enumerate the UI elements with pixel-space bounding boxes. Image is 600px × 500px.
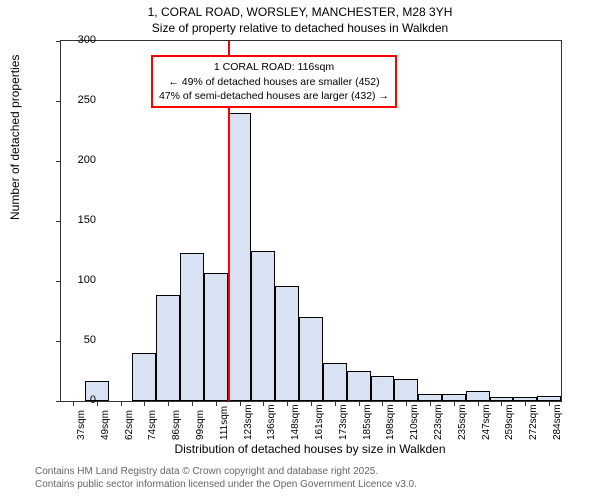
x-tick-label: 235sqm xyxy=(457,404,468,440)
x-tick-label: 62sqm xyxy=(124,410,135,440)
x-tick-mark xyxy=(97,401,98,406)
y-tick-label: 100 xyxy=(61,274,96,286)
y-tick-label: 250 xyxy=(61,94,96,106)
x-tick-label: 123sqm xyxy=(243,404,254,440)
x-tick-label: 173sqm xyxy=(338,404,349,440)
footer-attribution: Contains HM Land Registry data © Crown c… xyxy=(35,465,417,491)
histogram-bar xyxy=(466,391,490,401)
x-tick-mark xyxy=(144,401,145,406)
x-tick-label: 99sqm xyxy=(195,410,206,440)
title-line1: 1, CORAL ROAD, WORSLEY, MANCHESTER, M28 … xyxy=(0,5,600,21)
histogram-bar xyxy=(180,253,204,401)
x-tick-mark xyxy=(478,401,479,406)
footer-line2: Contains public sector information licen… xyxy=(35,478,417,491)
y-tick-label: 0 xyxy=(61,394,96,406)
y-tick-label: 150 xyxy=(61,214,96,226)
x-tick-mark xyxy=(335,401,336,406)
x-tick-mark xyxy=(263,401,264,406)
x-tick-mark xyxy=(454,401,455,406)
y-tick-label: 200 xyxy=(61,154,96,166)
histogram-bar xyxy=(394,379,418,401)
annotation-box: 1 CORAL ROAD: 116sqm ← 49% of detached h… xyxy=(151,55,397,108)
x-tick-mark xyxy=(216,401,217,406)
y-tick-label: 50 xyxy=(61,334,96,346)
x-tick-mark xyxy=(311,401,312,406)
x-tick-mark xyxy=(121,401,122,406)
x-tick-label: 272sqm xyxy=(528,404,539,440)
x-tick-label: 210sqm xyxy=(409,404,420,440)
x-tick-label: 247sqm xyxy=(481,404,492,440)
x-tick-label: 185sqm xyxy=(362,404,373,440)
x-tick-label: 259sqm xyxy=(504,404,515,440)
x-tick-mark xyxy=(168,401,169,406)
x-tick-label: 198sqm xyxy=(385,404,396,440)
x-tick-label: 37sqm xyxy=(76,410,87,440)
histogram-bar xyxy=(204,273,228,401)
x-axis-label: Distribution of detached houses by size … xyxy=(60,442,560,456)
histogram-bar xyxy=(299,317,323,401)
histogram-bar xyxy=(275,286,299,401)
x-tick-label: 223sqm xyxy=(433,404,444,440)
footer-line1: Contains HM Land Registry data © Crown c… xyxy=(35,465,417,478)
annotation-line1: 1 CORAL ROAD: 116sqm xyxy=(159,60,389,74)
x-tick-label: 161sqm xyxy=(314,404,325,440)
x-tick-mark xyxy=(525,401,526,406)
histogram-bar xyxy=(156,295,180,401)
x-tick-mark xyxy=(501,401,502,406)
x-tick-label: 148sqm xyxy=(290,404,301,440)
x-tick-label: 74sqm xyxy=(147,410,158,440)
plot-area: 1 CORAL ROAD: 116sqm ← 49% of detached h… xyxy=(60,40,562,402)
histogram-bar xyxy=(371,376,395,401)
histogram-bar xyxy=(132,353,156,401)
x-tick-mark xyxy=(382,401,383,406)
histogram-bar xyxy=(347,371,371,401)
x-tick-label: 284sqm xyxy=(552,404,563,440)
x-tick-mark xyxy=(240,401,241,406)
histogram-bar xyxy=(251,251,275,401)
x-tick-mark xyxy=(549,401,550,406)
annotation-line3: 47% of semi-detached houses are larger (… xyxy=(159,89,389,103)
chart-title: 1, CORAL ROAD, WORSLEY, MANCHESTER, M28 … xyxy=(0,5,600,36)
x-tick-mark xyxy=(359,401,360,406)
x-tick-mark xyxy=(192,401,193,406)
y-tick-label: 300 xyxy=(61,34,96,46)
x-tick-label: 49sqm xyxy=(100,410,111,440)
x-tick-mark xyxy=(406,401,407,406)
histogram-bar xyxy=(418,394,442,401)
x-tick-mark xyxy=(430,401,431,406)
annotation-line2: ← 49% of detached houses are smaller (45… xyxy=(159,75,389,89)
x-tick-label: 136sqm xyxy=(266,404,277,440)
x-tick-label: 86sqm xyxy=(171,410,182,440)
x-tick-mark xyxy=(287,401,288,406)
histogram-bar xyxy=(442,394,466,401)
x-tick-label: 111sqm xyxy=(219,406,230,440)
histogram-bar xyxy=(323,363,347,401)
histogram-bar xyxy=(228,113,252,401)
y-axis-label: Number of detached properties xyxy=(8,55,22,220)
